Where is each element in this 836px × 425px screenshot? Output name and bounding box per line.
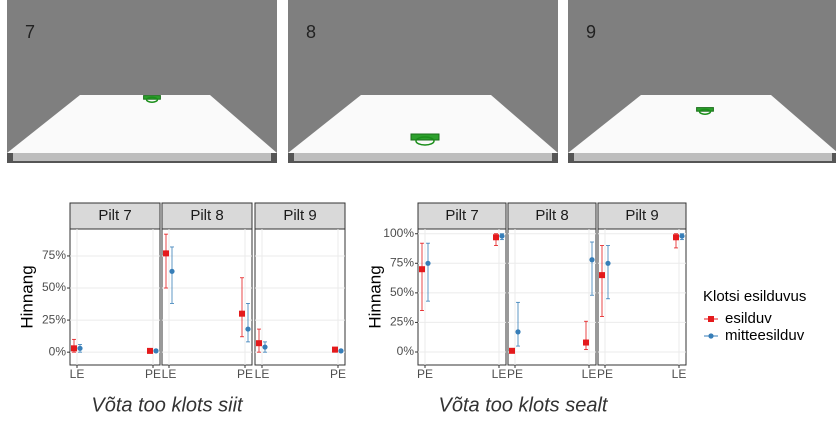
point [256,340,262,347]
y-tick-label: 75% [42,248,66,262]
y-tick-label: 25% [42,312,66,326]
point [679,233,685,239]
point [515,329,521,335]
point [338,348,344,354]
point [169,268,175,274]
legend-title: Klotsi esilduvus [703,288,806,305]
x-tick-label: LE [162,367,177,381]
y-tick-label: 50% [42,280,66,294]
panel [161,228,253,366]
x-tick-label: LE [672,367,687,381]
table-top [7,95,277,153]
x-tick-label: LE [582,367,597,381]
point [425,260,431,266]
block-ring [145,96,159,103]
facet-title: Pilt 8 [535,207,568,224]
point [605,260,611,266]
point [153,348,159,354]
y-tick-label: 25% [390,315,414,329]
block-ring [415,136,435,146]
table-top [288,95,558,153]
legend-key [708,316,714,322]
x-tick-label: LE [70,367,85,381]
point [419,266,425,273]
facet-title: Pilt 9 [625,207,658,224]
facet-strip [69,202,161,230]
x-tick-label: PE [507,367,523,381]
point [583,339,589,346]
legend-key [708,333,714,339]
y-tick-label: 0% [49,344,67,358]
point [493,234,499,241]
facet-strip [161,202,253,230]
y-axis-label: Hinnang [17,265,36,328]
point [71,345,77,352]
y-tick-label: 100% [383,226,414,240]
scene-number: 8 [306,22,316,42]
x-tick-label: PE [417,367,433,381]
point [332,346,338,353]
point [77,345,83,351]
facet-strip [254,202,346,230]
panel [417,228,507,366]
point [163,250,169,257]
y-tick-label: 75% [390,255,414,269]
facet-strip [507,202,597,230]
panel [69,228,161,366]
x-axis-caption: Võta too klots siit [91,394,244,416]
table-top [568,95,836,153]
x-tick-label: PE [330,367,346,381]
point [147,347,153,354]
table-edge-light [574,153,832,161]
point [599,272,605,279]
block-ring [698,108,712,115]
point [509,347,515,354]
facet-title: Pilt 7 [445,207,478,224]
x-tick-label: LE [255,367,270,381]
y-axis-label: Hinnang [365,265,384,328]
y-tick-label: 50% [390,285,414,299]
panel [254,228,346,366]
table-edge-light [13,153,271,161]
legend-label: esilduv [725,310,772,327]
x-tick-label: LE [492,367,507,381]
x-axis-caption: Võta too klots sealt [439,394,609,416]
panel [597,228,687,366]
facet-title: Pilt 7 [98,207,131,224]
point [262,344,268,350]
point [499,233,505,239]
legend-label: mitteesilduv [725,327,805,344]
point [673,234,679,241]
facet-title: Pilt 9 [283,207,316,224]
facet-strip [417,202,507,230]
point [589,257,595,263]
x-tick-label: PE [237,367,253,381]
facet-title: Pilt 8 [190,207,223,224]
x-tick-label: PE [145,367,161,381]
scene-number: 7 [25,22,35,42]
panel [507,228,597,366]
x-tick-label: PE [597,367,613,381]
point [239,310,245,317]
y-tick-label: 0% [397,344,415,358]
scene-number: 9 [586,22,596,42]
table-edge-light [294,153,552,161]
point [245,326,251,332]
